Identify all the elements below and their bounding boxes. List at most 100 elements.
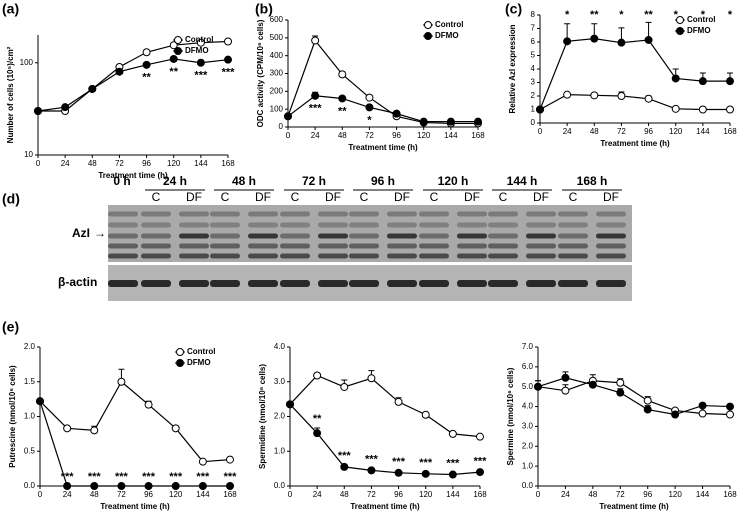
x-tick-label: 168 bbox=[471, 131, 485, 140]
point bbox=[367, 374, 376, 383]
significance: * bbox=[701, 9, 706, 21]
band bbox=[248, 280, 278, 287]
lane-label: DF bbox=[186, 190, 202, 204]
point bbox=[144, 400, 153, 409]
significance: *** bbox=[392, 456, 406, 468]
x-tick-label: 0 bbox=[538, 127, 543, 136]
band bbox=[419, 280, 449, 287]
point bbox=[698, 401, 707, 410]
y-tick-label: 600 bbox=[270, 15, 284, 24]
x-tick-label: 72 bbox=[117, 490, 126, 499]
significance: *** bbox=[61, 471, 75, 483]
band bbox=[141, 280, 171, 287]
y-tick-label: 7 bbox=[531, 24, 536, 33]
y-tick-label: 1.0 bbox=[24, 412, 36, 421]
point bbox=[144, 482, 153, 490]
band bbox=[349, 253, 379, 259]
point bbox=[421, 469, 430, 478]
y-axis-label: ODC activity (CPM/10⁶ cells) bbox=[256, 19, 265, 127]
band bbox=[526, 233, 556, 239]
x-tick-label: 96 bbox=[394, 490, 403, 499]
point bbox=[536, 105, 544, 114]
panel-label: (d) bbox=[2, 191, 20, 207]
band bbox=[248, 233, 278, 239]
x-tick-label: 144 bbox=[696, 127, 710, 136]
band bbox=[596, 253, 626, 259]
point bbox=[392, 109, 401, 118]
legend-marker bbox=[174, 36, 182, 44]
y-tick-label: 5.0 bbox=[522, 382, 534, 391]
series-line bbox=[537, 380, 731, 416]
band bbox=[108, 222, 138, 228]
band bbox=[558, 253, 588, 259]
band bbox=[318, 233, 348, 239]
legend-marker bbox=[174, 47, 182, 55]
y-tick-label: 100 bbox=[20, 58, 34, 67]
time-label: 168 h bbox=[577, 174, 608, 188]
band bbox=[596, 243, 626, 249]
x-tick-label: 144 bbox=[446, 490, 460, 499]
x-tick-label: 24 bbox=[63, 490, 72, 499]
significance: ** bbox=[590, 9, 599, 21]
band bbox=[488, 211, 518, 217]
band bbox=[387, 211, 417, 217]
time-label: 48 h bbox=[232, 174, 256, 188]
point bbox=[61, 103, 70, 112]
panel-label: (b) bbox=[255, 1, 273, 17]
point bbox=[338, 94, 347, 103]
band bbox=[248, 222, 278, 228]
significance: ** bbox=[169, 66, 178, 78]
band bbox=[526, 222, 556, 228]
y-axis-label: Spermine (nmol/10⁶ cells) bbox=[506, 367, 515, 465]
band bbox=[349, 211, 379, 217]
band bbox=[558, 280, 588, 287]
legend-marker bbox=[176, 348, 184, 356]
x-tick-label: 168 bbox=[223, 490, 237, 499]
y-tick-label: 1 bbox=[531, 105, 536, 114]
band bbox=[318, 253, 348, 259]
legend-label: Control bbox=[187, 347, 215, 356]
point bbox=[671, 410, 680, 419]
band bbox=[488, 233, 518, 239]
y-tick-label: 300 bbox=[270, 69, 284, 78]
point bbox=[643, 405, 652, 414]
series-line bbox=[289, 374, 481, 438]
band bbox=[558, 222, 588, 228]
point bbox=[196, 38, 205, 47]
point bbox=[394, 397, 403, 406]
point bbox=[115, 67, 124, 76]
y-tick-label: 400 bbox=[270, 51, 284, 60]
y-tick-label: 500 bbox=[270, 33, 284, 42]
significance: *** bbox=[309, 103, 323, 115]
band bbox=[179, 211, 209, 217]
point bbox=[286, 400, 294, 409]
legend-label: DFMO bbox=[687, 26, 711, 35]
x-tick-label: 96 bbox=[392, 131, 401, 140]
band bbox=[318, 280, 348, 287]
lane-label: DF bbox=[255, 190, 271, 204]
point bbox=[198, 457, 207, 466]
x-tick-label: 48 bbox=[88, 159, 97, 168]
significance: ** bbox=[313, 413, 322, 425]
band bbox=[318, 211, 348, 217]
band bbox=[248, 253, 278, 259]
series-line bbox=[287, 95, 478, 123]
x-tick-label: 24 bbox=[61, 159, 70, 168]
band bbox=[558, 243, 588, 249]
band bbox=[108, 233, 138, 239]
point bbox=[590, 34, 599, 43]
band bbox=[526, 211, 556, 217]
band bbox=[349, 243, 379, 249]
band bbox=[558, 211, 588, 217]
x-tick-label: 168 bbox=[723, 490, 737, 499]
x-tick-label: 0 bbox=[36, 159, 41, 168]
legend-label: Control bbox=[435, 20, 463, 29]
band bbox=[108, 280, 138, 287]
point bbox=[88, 84, 97, 93]
band bbox=[526, 253, 556, 259]
point bbox=[563, 37, 572, 46]
point bbox=[616, 388, 625, 397]
point bbox=[698, 105, 707, 114]
band bbox=[387, 222, 417, 228]
x-axis-label: Treatment time (h) bbox=[100, 502, 170, 511]
